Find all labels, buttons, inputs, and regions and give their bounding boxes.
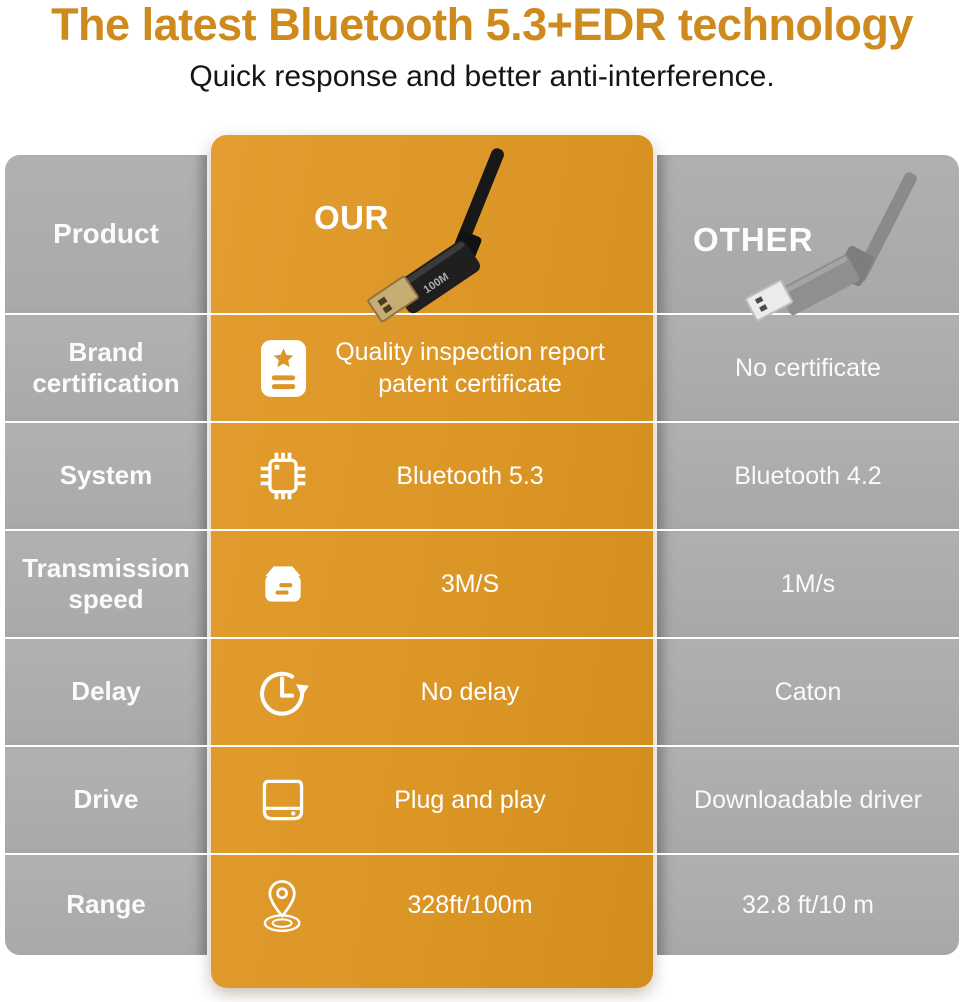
other-value: Caton (657, 639, 959, 746)
other-bluetooth-adapter-image (745, 172, 917, 322)
row-label: System (5, 423, 207, 530)
column-header-other: OTHER (657, 155, 959, 322)
row-label: Delay (5, 639, 207, 746)
page-title: The latest Bluetooth 5.3+EDR technology (51, 0, 913, 50)
other-value: Downloadable driver (657, 747, 959, 854)
table-row: Delay No delay Caton (5, 639, 959, 748)
our-value: No delay (420, 678, 520, 707)
our-column-title: OUR (314, 199, 389, 237)
row-label: Range (5, 855, 207, 956)
our-cell: Quality inspection report patent certifi… (211, 315, 653, 421)
location-pin-icon (263, 880, 301, 933)
row-label: Brand certification (5, 315, 207, 422)
column-header-our: OUR 100M (211, 148, 653, 323)
page-subtitle: Quick response and better anti-interfere… (189, 59, 775, 93)
our-value: Plug and play (394, 786, 546, 815)
our-value: 328ft/100m (407, 891, 533, 920)
comparison-table: Product OUR 100M OTHER (5, 135, 959, 989)
our-cell: Bluetooth 5.3 (211, 423, 653, 529)
table-row: System Bluetooth 5.3 Bluetooth 4.2 (5, 423, 959, 532)
column-header-product: Product (5, 155, 207, 314)
our-cell: 328ft/100m (211, 855, 653, 955)
our-cell: 3M/S (211, 531, 653, 637)
table-row: Brand certification Quality inspection r… (5, 315, 959, 424)
our-bluetooth-adapter-image: 100M (367, 148, 504, 323)
speed-box-icon (265, 566, 301, 602)
our-value: Quality inspection report patent certifi… (335, 337, 605, 399)
other-value: 32.8 ft/10 m (657, 855, 959, 956)
clock-refresh-icon (260, 672, 309, 716)
our-value: 3M/S (440, 570, 500, 599)
our-value: Bluetooth 5.3 (396, 462, 544, 491)
other-value: No certificate (657, 315, 959, 422)
row-label: Drive (5, 747, 207, 854)
our-cell: No delay (211, 639, 653, 745)
other-value: Bluetooth 4.2 (657, 423, 959, 530)
our-cell: Plug and play (211, 747, 653, 853)
hard-drive-icon (262, 780, 304, 821)
certificate-icon (260, 339, 306, 397)
cpu-chip-icon (260, 453, 306, 500)
table-row: Transmission speed 3M/S 1M/s (5, 531, 959, 640)
table-row: Drive Plug and play Downloadable driver (5, 747, 959, 856)
table-row: Range 328ft/100m 32.8 ft/10 m (5, 855, 959, 956)
other-column-title: OTHER (693, 221, 814, 259)
table-header-row: Product OUR 100M OTHER (5, 148, 959, 323)
other-value: 1M/s (657, 531, 959, 638)
row-label: Transmission speed (5, 531, 207, 638)
